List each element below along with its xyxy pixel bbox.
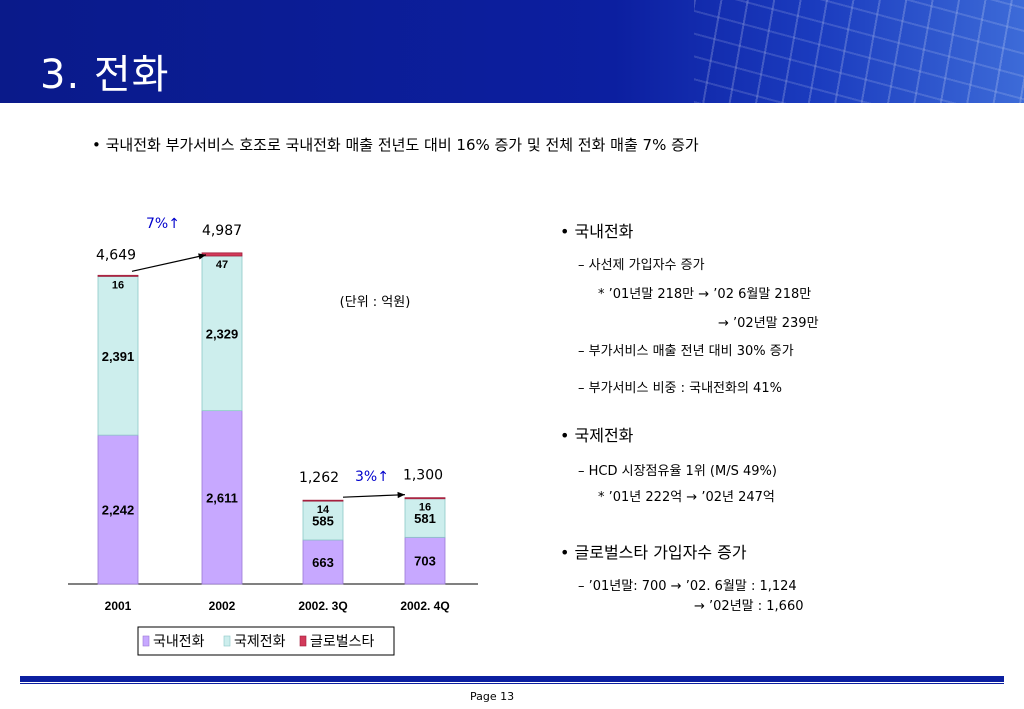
segment-label-globalstar: 47 bbox=[216, 259, 228, 271]
banner-grid-graphic bbox=[694, 0, 1024, 103]
segment-label-domestic: 663 bbox=[312, 555, 334, 570]
total-label: 1,262 bbox=[299, 470, 339, 486]
title-banner: 3. 전화 bbox=[0, 0, 1024, 103]
segment-label-international: 585 bbox=[312, 514, 334, 529]
intl-line-2: * ’01년 222억 → ’02년 247억 bbox=[598, 490, 775, 505]
bar-segment-globalstar-2 bbox=[302, 499, 344, 502]
stacked-bar-chart: 2,242 2,391 16 2001 2,611 2,329 47 2002 663 58514… bbox=[68, 216, 478, 656]
bar-segment-domestic-3 bbox=[404, 536, 446, 585]
bar-segment-domestic-0 bbox=[97, 434, 139, 585]
growth-arrow-annual-head bbox=[198, 253, 206, 260]
intl-line-1: – HCD 시장점유율 1위 (M/S 49%) bbox=[578, 464, 777, 479]
growth-label-annual: 7%↑ bbox=[146, 216, 180, 232]
total-label: 4,987 bbox=[202, 223, 242, 239]
category-label: 2002. 4Q bbox=[400, 599, 449, 613]
legend-label: 국제전화 bbox=[234, 634, 286, 650]
category-label: 2001 bbox=[105, 599, 132, 613]
segment-label-globalstar: 14 bbox=[317, 504, 330, 516]
bar-segment-globalstar-1 bbox=[201, 252, 243, 257]
intl-heading: • 국제전화 bbox=[560, 426, 634, 445]
domestic-line-5: – 부가서비스 비중 : 국내전화의 41% bbox=[578, 381, 782, 396]
total-label: 1,300 bbox=[403, 468, 443, 484]
bar-segment-globalstar-3 bbox=[404, 497, 446, 500]
domestic-heading: • 국내전화 bbox=[560, 222, 634, 241]
globalstar-line-2: → ’02년말 : 1,660 bbox=[694, 599, 804, 614]
legend-swatch bbox=[299, 635, 307, 647]
category-label: 2002 bbox=[209, 599, 236, 613]
growth-label-quarter: 3%↑ bbox=[355, 469, 389, 485]
globalstar-heading: • 글로벌스타 가입자수 증가 bbox=[560, 543, 747, 562]
growth-arrow-annual bbox=[131, 254, 207, 272]
growth-arrow-quarter-head bbox=[397, 491, 405, 499]
globalstar-line-1: – ’01년말: 700 → ’02. 6월말 : 1,124 bbox=[578, 579, 797, 594]
segment-label-globalstar: 16 bbox=[419, 502, 431, 514]
page-number: Page 13 bbox=[470, 690, 515, 703]
segment-label-international: 2,391 bbox=[102, 349, 135, 364]
bar-segment-globalstar-0 bbox=[97, 274, 139, 277]
category-label: 2002. 3Q bbox=[298, 599, 347, 613]
legend-box bbox=[137, 626, 395, 656]
total-label: 4,649 bbox=[96, 247, 136, 263]
page-title: 3. 전화 bbox=[40, 52, 170, 98]
bar-segment-international-2 bbox=[302, 500, 344, 541]
domestic-line-2: * ’01년말 218만 → ’02 6월말 218만 bbox=[598, 287, 812, 302]
segment-label-international: 2,329 bbox=[206, 326, 239, 341]
unit-note: (단위 : 억원) bbox=[340, 295, 411, 310]
growth-arrow-quarter bbox=[342, 494, 406, 498]
bar-segment-international-3 bbox=[404, 498, 446, 538]
domestic-line-3: → ’02년말 239만 bbox=[718, 316, 819, 331]
domestic-line-1: – 사선제 가입자수 증가 bbox=[578, 258, 705, 273]
segment-label-globalstar: 16 bbox=[112, 279, 124, 291]
legend-swatch bbox=[223, 635, 231, 647]
legend-label: 글로벌스타 bbox=[310, 634, 375, 650]
bar-segment-domestic-2 bbox=[302, 539, 344, 585]
headline-bullet: • 국내전화 부가서비스 호조로 국내전화 매출 전년도 대비 16% 증가 및… bbox=[92, 136, 699, 154]
segment-label-domestic: 2,242 bbox=[102, 503, 135, 518]
bar-segment-international-0 bbox=[97, 275, 139, 436]
segment-label-domestic: 2,611 bbox=[206, 490, 238, 505]
footer-rule bbox=[20, 676, 1004, 682]
legend-label: 국내전화 bbox=[153, 634, 205, 650]
domestic-line-4: – 부가서비스 매출 전년 대비 30% 증가 bbox=[578, 344, 794, 359]
segment-label-domestic: 703 bbox=[414, 554, 436, 569]
footer-rule-thin bbox=[20, 683, 1004, 684]
legend-swatch bbox=[142, 635, 150, 647]
bar-segment-international-1 bbox=[201, 255, 243, 412]
segment-label-international: 581 bbox=[414, 511, 436, 526]
